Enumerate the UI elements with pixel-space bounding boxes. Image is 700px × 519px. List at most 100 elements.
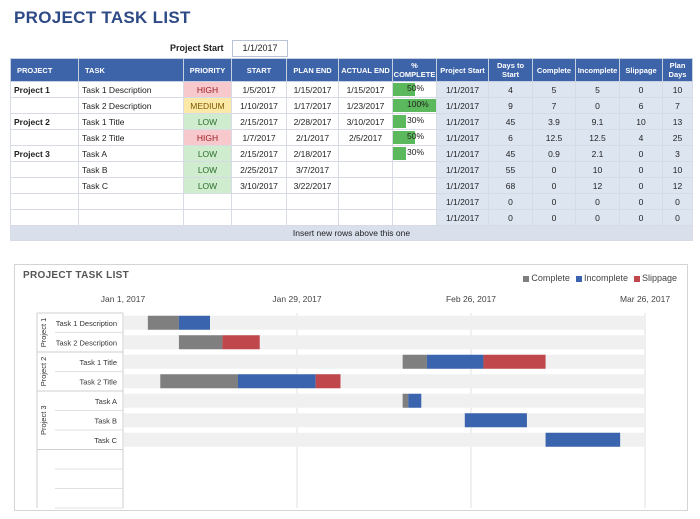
project-cell[interactable]: Project 3 <box>10 145 79 162</box>
project-cell[interactable] <box>10 129 79 146</box>
task-cell[interactable] <box>78 209 184 226</box>
pct-complete-cell[interactable] <box>392 161 437 178</box>
pct-complete-bar <box>393 115 406 128</box>
task-label: Task 2 Title <box>79 377 117 386</box>
priority-cell[interactable]: LOW <box>183 161 232 178</box>
task-cell[interactable]: Task 1 Description <box>78 81 184 98</box>
task-cell[interactable] <box>78 193 184 210</box>
project-start-cell: 1/1/2017 <box>436 161 489 178</box>
plan-end-cell[interactable]: 3/7/2017 <box>286 161 339 178</box>
actual-end-cell[interactable]: 2/5/2017 <box>338 129 393 146</box>
bar-slippage <box>315 374 341 389</box>
plan-end-cell[interactable]: 1/15/2017 <box>286 81 339 98</box>
plan-days-cell: 12 <box>662 177 693 194</box>
pct-complete-cell[interactable] <box>392 193 437 210</box>
legend-complete: Complete <box>523 273 570 283</box>
priority-cell[interactable]: HIGH <box>183 81 232 98</box>
priority-cell[interactable]: LOW <box>183 113 232 130</box>
x-tick-label: Mar 26, 2017 <box>620 294 670 304</box>
start-cell[interactable]: 2/15/2017 <box>231 145 287 162</box>
days-to-start-cell: 4 <box>488 81 533 98</box>
task-cell[interactable]: Task C <box>78 177 184 194</box>
task-track <box>124 413 645 428</box>
header-actual-end: ACTUAL END <box>338 58 393 82</box>
project-start-cell: 1/1/2017 <box>436 193 489 210</box>
priority-cell[interactable]: LOW <box>183 145 232 162</box>
start-cell[interactable] <box>231 193 287 210</box>
actual-end-cell[interactable]: 1/15/2017 <box>338 81 393 98</box>
priority-cell[interactable]: MEDIUM <box>183 97 232 114</box>
priority-cell[interactable]: HIGH <box>183 129 232 146</box>
header-task: TASK <box>78 58 184 82</box>
incomplete-cell: 0 <box>575 97 620 114</box>
project-start-cell: 1/1/2017 <box>436 209 489 226</box>
project-cell[interactable] <box>10 177 79 194</box>
start-cell[interactable]: 3/10/2017 <box>231 177 287 194</box>
table-row: Task C LOW 3/10/2017 3/22/2017 1/1/2017 68 0 12… <box>10 177 693 194</box>
plan-end-cell[interactable]: 2/1/2017 <box>286 129 339 146</box>
project-cell[interactable] <box>10 193 79 210</box>
pct-complete-cell[interactable]: 30% <box>392 113 437 130</box>
table-row: Project 1 Task 1 Description HIGH 1/5/2017 1… <box>10 81 693 98</box>
project-cell[interactable]: Project 2 <box>10 113 79 130</box>
actual-end-cell[interactable] <box>338 177 393 194</box>
chart-legend: Complete Incomplete Slippage <box>523 273 677 283</box>
group-label: Project 3 <box>39 405 48 435</box>
plan-end-cell[interactable] <box>286 193 339 210</box>
pct-complete-cell[interactable]: 50% <box>392 81 437 98</box>
project-start-cell: 1/1/2017 <box>436 129 489 146</box>
pct-complete-cell[interactable] <box>392 177 437 194</box>
task-cell[interactable]: Task B <box>78 161 184 178</box>
plan-end-cell[interactable]: 2/28/2017 <box>286 113 339 130</box>
priority-cell[interactable]: LOW <box>183 177 232 194</box>
slippage-cell: 0 <box>619 161 663 178</box>
priority-cell[interactable] <box>183 209 232 226</box>
pct-complete-text: 50% <box>407 131 425 141</box>
start-cell[interactable]: 2/15/2017 <box>231 113 287 130</box>
incomplete-cell: 0 <box>575 209 620 226</box>
plan-end-cell[interactable]: 3/22/2017 <box>286 177 339 194</box>
task-track <box>124 315 645 330</box>
pct-complete-cell[interactable]: 50% <box>392 129 437 146</box>
priority-cell[interactable] <box>183 193 232 210</box>
days-to-start-cell: 45 <box>488 145 533 162</box>
plan-end-cell[interactable]: 2/18/2017 <box>286 145 339 162</box>
bar-complete <box>402 393 409 408</box>
actual-end-cell[interactable] <box>338 209 393 226</box>
table-row: Project 3 Task A LOW 2/15/2017 2/18/2017 30% 1… <box>10 145 693 162</box>
actual-end-cell[interactable]: 1/23/2017 <box>338 97 393 114</box>
pct-complete-cell[interactable]: 100% <box>392 97 437 114</box>
plan-days-cell: 3 <box>662 145 693 162</box>
task-cell[interactable]: Task 2 Description <box>78 97 184 114</box>
pct-complete-cell[interactable] <box>392 209 437 226</box>
project-start-input[interactable]: 1/1/2017 <box>232 40 288 57</box>
pct-complete-cell[interactable]: 30% <box>392 145 437 162</box>
task-cell[interactable]: Task 1 Title <box>78 113 184 130</box>
table-row: 1/1/2017 0 0 0 0 0 <box>10 209 693 226</box>
plan-end-cell[interactable]: 1/17/2017 <box>286 97 339 114</box>
project-cell[interactable]: Project 1 <box>10 81 79 98</box>
plan-end-cell[interactable] <box>286 209 339 226</box>
start-cell[interactable] <box>231 209 287 226</box>
start-cell[interactable]: 1/10/2017 <box>231 97 287 114</box>
pct-complete-bar <box>393 99 436 112</box>
project-cell[interactable] <box>10 97 79 114</box>
task-cell[interactable]: Task A <box>78 145 184 162</box>
start-cell[interactable]: 1/5/2017 <box>231 81 287 98</box>
slippage-cell: 6 <box>619 97 663 114</box>
gantt-plot: Jan 1, 2017 Jan 29, 2017 Feb 26, 2017 Mar 2… <box>36 294 670 509</box>
bar-incomplete <box>408 393 422 408</box>
actual-end-cell[interactable] <box>338 161 393 178</box>
actual-end-cell[interactable] <box>338 193 393 210</box>
pct-complete-text: 30% <box>407 115 425 125</box>
days-to-start-cell: 0 <box>488 209 533 226</box>
footer-row: Insert new rows above this one <box>10 225 693 241</box>
project-cell[interactable] <box>10 209 79 226</box>
actual-end-cell[interactable]: 3/10/2017 <box>338 113 393 130</box>
task-cell[interactable]: Task 2 Title <box>78 129 184 146</box>
actual-end-cell[interactable] <box>338 145 393 162</box>
table-row: 1/1/2017 0 0 0 0 0 <box>10 193 693 210</box>
project-cell[interactable] <box>10 161 79 178</box>
start-cell[interactable]: 1/7/2017 <box>231 129 287 146</box>
start-cell[interactable]: 2/25/2017 <box>231 161 287 178</box>
